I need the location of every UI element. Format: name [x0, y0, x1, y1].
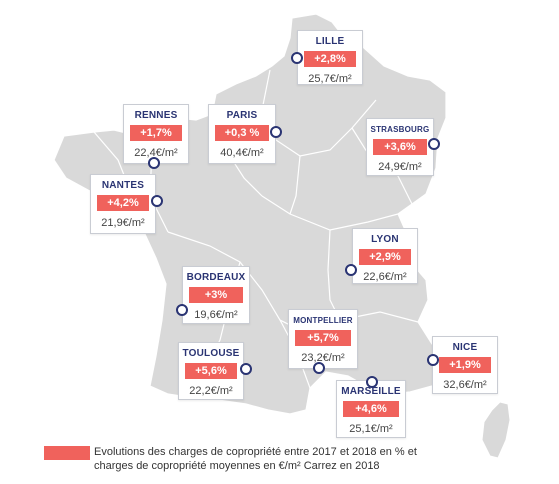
city-name: RENNES [134, 110, 178, 121]
change-badge: +4,6% [343, 401, 399, 417]
city-name: STRASBOURG [370, 125, 430, 134]
city-name: BORDEAUX [186, 272, 246, 283]
change-badge: +4,2% [97, 195, 149, 211]
price-label: 22,2€/m² [189, 385, 233, 397]
marker-lille[interactable] [291, 52, 303, 64]
city-name: LYON [371, 234, 399, 245]
card-paris: PARIS +0,3 % 40,4€/m² [208, 104, 276, 164]
change-badge: +2,8% [304, 51, 356, 67]
change-badge: +1,9% [439, 357, 491, 373]
card-rennes: RENNES +1,7% 22,4€/m² [123, 104, 189, 164]
marker-strasbourg[interactable] [428, 138, 440, 150]
change-badge: +5,7% [295, 330, 351, 346]
card-strasbourg: STRASBOURG +3,6% 24,9€/m² [366, 118, 434, 176]
legend-swatch [44, 446, 90, 460]
card-nice: NICE +1,9% 32,6€/m² [432, 336, 498, 394]
corsica [481, 401, 511, 459]
marker-bordeaux[interactable] [176, 304, 188, 316]
price-label: 23,2€/m² [301, 352, 345, 364]
change-badge: +2,9% [359, 249, 411, 265]
city-name: MONTPELLIER [293, 316, 353, 325]
card-toulouse: TOULOUSE +5,6% 22,2€/m² [178, 342, 244, 400]
price-label: 25,1€/m² [349, 423, 393, 435]
change-badge: +3% [189, 287, 243, 303]
price-label: 25,7€/m² [308, 73, 352, 85]
city-name: LILLE [315, 36, 345, 47]
legend-line-2: charges de copropriété moyennes en €/m² … [94, 460, 380, 472]
card-bordeaux: BORDEAUX +3% 19,6€/m² [182, 266, 250, 324]
marker-lyon[interactable] [345, 264, 357, 276]
marker-marseille[interactable] [366, 376, 378, 388]
legend-text: Evolutions des charges de copropriété en… [94, 445, 514, 473]
change-badge: +5,6% [185, 363, 237, 379]
change-badge: +1,7% [130, 125, 182, 141]
city-name: MARSEILLE [341, 386, 401, 397]
city-name: NICE [452, 342, 478, 353]
price-label: 24,9€/m² [378, 161, 422, 173]
marker-toulouse[interactable] [240, 363, 252, 375]
price-label: 40,4€/m² [220, 147, 264, 159]
marker-montpellier[interactable] [313, 362, 325, 374]
card-nantes: NANTES +4,2% 21,9€/m² [90, 174, 156, 234]
marker-nantes[interactable] [151, 195, 163, 207]
city-name: PARIS [226, 110, 258, 121]
city-name: TOULOUSE [182, 348, 240, 359]
price-label: 21,9€/m² [101, 217, 145, 229]
marker-rennes[interactable] [148, 157, 160, 169]
price-label: 32,6€/m² [443, 379, 487, 391]
city-name: NANTES [101, 180, 145, 191]
legend-line-1: Evolutions des charges de copropriété en… [94, 446, 417, 458]
card-lyon: LYON +2,9% 22,6€/m² [352, 228, 418, 284]
card-marseille: MARSEILLE +4,6% 25,1€/m² [336, 380, 406, 438]
marker-paris[interactable] [270, 126, 282, 138]
price-label: 22,6€/m² [363, 271, 407, 283]
change-badge: +0,3 % [215, 125, 269, 141]
change-badge: +3,6% [373, 139, 427, 155]
price-label: 19,6€/m² [194, 309, 238, 321]
price-label: 22,4€/m² [134, 147, 178, 159]
card-lille: LILLE +2,8% 25,7€/m² [297, 30, 363, 85]
marker-nice[interactable] [427, 354, 439, 366]
card-montpellier: MONTPELLIER +5,7% 23,2€/m² [288, 309, 358, 369]
